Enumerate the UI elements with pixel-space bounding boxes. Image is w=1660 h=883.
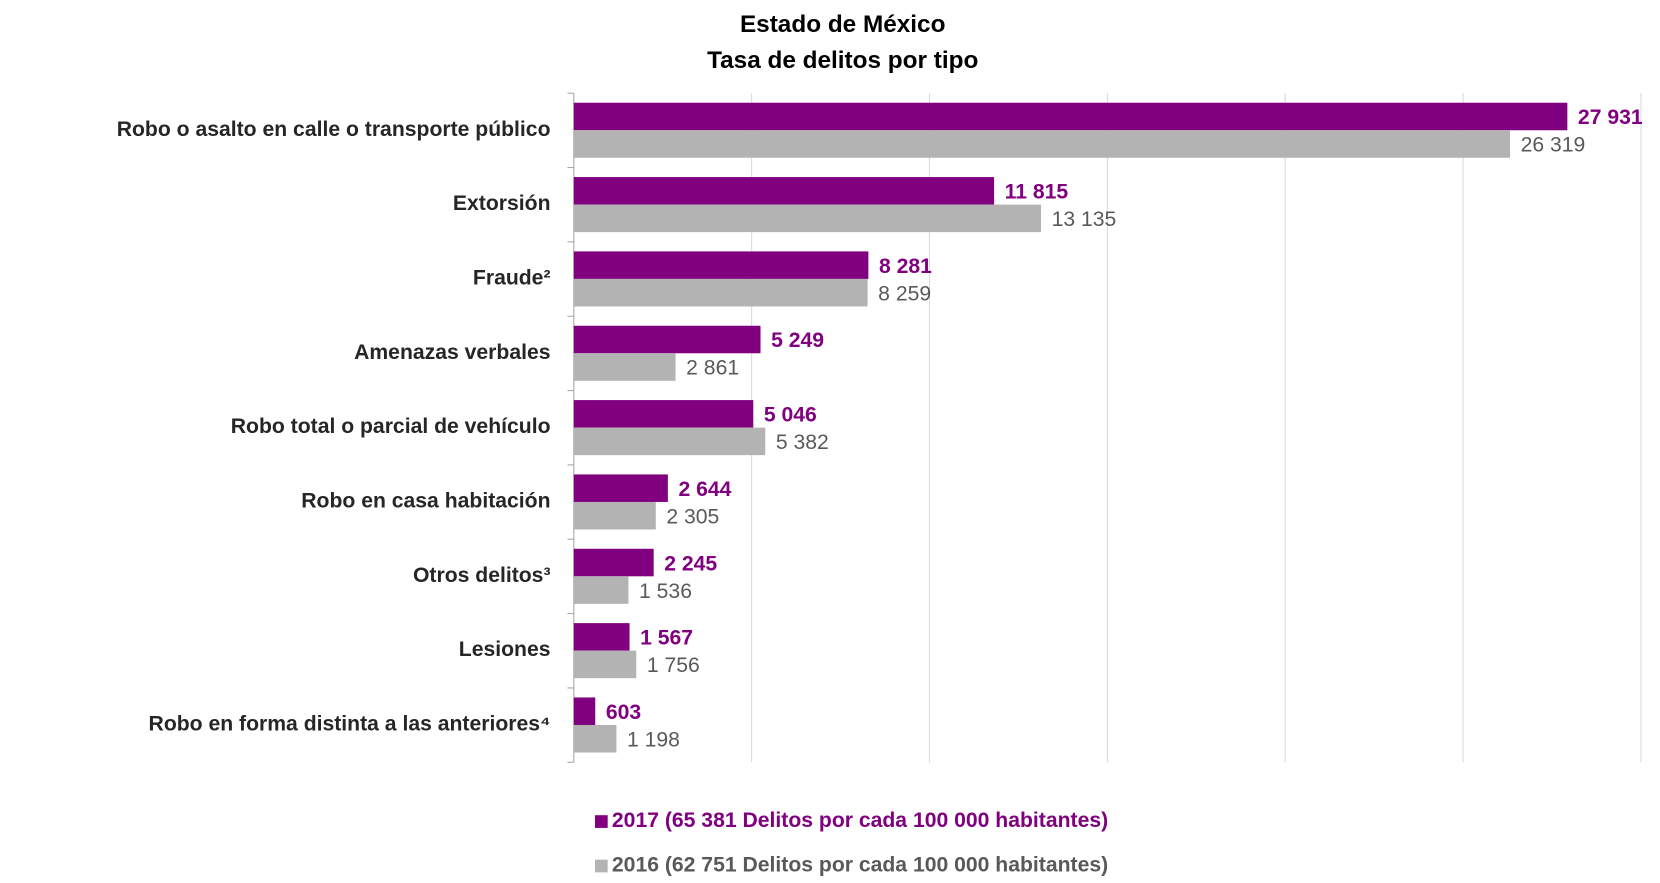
data-label: 27 931: [1578, 106, 1643, 129]
bar: [573, 548, 654, 577]
y-tick-label: Lesiones: [459, 638, 551, 661]
bar: [573, 204, 1042, 233]
data-label: 8 259: [878, 282, 931, 305]
data-label: 8 281: [879, 255, 932, 278]
bar: [573, 474, 668, 502]
data-label: 2 305: [666, 505, 719, 528]
bar: [573, 650, 637, 679]
bar: [573, 251, 869, 279]
data-label: 5 249: [771, 329, 824, 352]
bar: [573, 697, 596, 725]
data-label: 1 536: [639, 580, 692, 603]
bar: [573, 130, 1511, 158]
bar: [573, 177, 995, 205]
legend-swatch: [594, 859, 608, 873]
data-label: 2 245: [664, 552, 717, 575]
legend-label: 2017 (65 381 Delitos por cada 100 000 ha…: [612, 809, 1108, 832]
data-label: 5 382: [776, 431, 829, 454]
data-label: 13 135: [1052, 208, 1117, 231]
y-tick-label: Robo total o parcial de vehículo: [231, 415, 551, 438]
data-label: 2 644: [678, 478, 731, 501]
chart-subtitle: Tasa de delitos por tipo: [707, 47, 978, 74]
chart-title: Estado de México: [740, 11, 946, 38]
bar: [573, 102, 1568, 131]
bar: [573, 724, 617, 753]
y-tick-label: Amenazas verbales: [354, 341, 550, 364]
data-label: 1 198: [627, 728, 680, 751]
bar: [573, 353, 676, 381]
legend-swatch: [594, 815, 608, 828]
bar: [573, 576, 629, 604]
y-tick-label: Otros delitos³: [413, 564, 551, 587]
bar: [573, 623, 630, 651]
bar: [573, 278, 868, 307]
y-tick-label: Robo o asalto en calle o transporte públ…: [117, 118, 551, 141]
data-label: 11 815: [1005, 181, 1069, 204]
y-tick-label: Extorsión: [453, 192, 551, 215]
data-label: 26 319: [1521, 134, 1586, 157]
bar: [573, 501, 656, 530]
bar: [573, 400, 754, 428]
y-tick-label: Robo en casa habitación: [301, 490, 550, 513]
y-tick-label: Fraude²: [473, 267, 551, 290]
data-label: 1 567: [640, 627, 693, 650]
bar: [573, 427, 766, 456]
data-label: 5 046: [764, 404, 817, 427]
bar: [573, 325, 761, 354]
data-label: 603: [606, 701, 641, 724]
data-label: 1 756: [647, 654, 700, 677]
legend-label: 2016 (62 751 Delitos por cada 100 000 ha…: [612, 854, 1108, 877]
data-label: 2 861: [686, 357, 739, 380]
y-tick-label: Robo en forma distinta a las anteriores⁴: [149, 713, 551, 736]
